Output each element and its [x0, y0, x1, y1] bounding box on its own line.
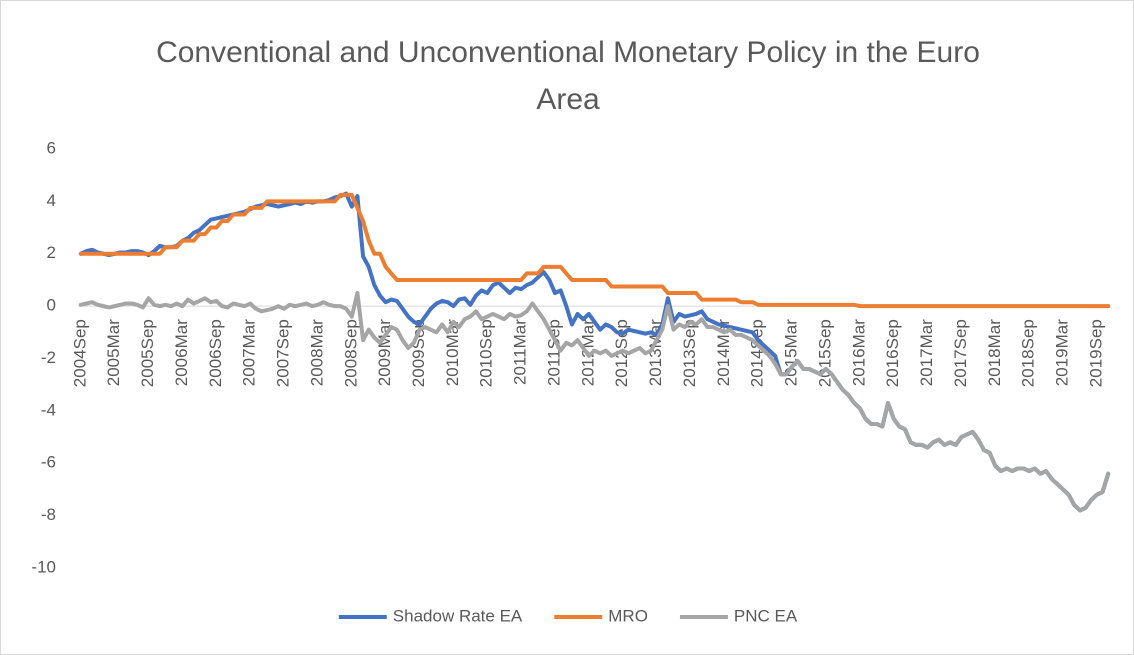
x-tick-label: 2018Mar — [985, 319, 1004, 386]
x-tick-label: 2004Sep — [70, 319, 89, 387]
y-tick-label: -10 — [31, 557, 56, 576]
x-tick-label: 2010Mar — [443, 319, 462, 386]
series-line — [78, 291, 1111, 513]
x-tick-label: 2017Sep — [951, 319, 970, 387]
x-tick-label: 2006Mar — [172, 319, 191, 386]
x-tick-label: 2019Mar — [1053, 319, 1072, 386]
x-tick-label: 2007Sep — [274, 319, 293, 387]
x-tick-label: 2017Mar — [917, 319, 936, 386]
y-tick-label: -2 — [41, 348, 56, 367]
x-tick-label: 2011Mar — [511, 319, 530, 385]
x-tick-label: 2006Sep — [206, 319, 225, 387]
x-tick-label: 2016Sep — [883, 319, 902, 387]
x-tick-label: 2019Sep — [1086, 319, 1105, 387]
x-tick-label: 2009Mar — [375, 319, 394, 386]
x-tick-label: 2007Mar — [240, 319, 259, 386]
x-tick-label: 2013Sep — [680, 319, 699, 387]
y-tick-label: 4 — [47, 191, 56, 210]
chart-title: Conventional and Unconventional Monetary… — [156, 36, 980, 116]
x-tick-label: 2016Mar — [849, 319, 868, 386]
x-tick-label: 2008Mar — [307, 319, 326, 386]
legend-label: Shadow Rate EA — [393, 606, 523, 625]
x-tick-label: 2011Sep — [544, 319, 563, 386]
x-tick-label: 2015Mar — [782, 319, 801, 386]
x-tick-label: 2005Mar — [104, 319, 123, 386]
x-tick-label: 2018Sep — [1019, 319, 1038, 387]
legend-label: MRO — [608, 606, 648, 625]
x-tick-label: 2009Sep — [409, 319, 428, 387]
y-tick-label: -4 — [41, 400, 56, 419]
y-tick-label: -6 — [41, 453, 56, 472]
y-tick-label: 6 — [47, 138, 56, 157]
x-tick-label: 2008Sep — [341, 319, 360, 387]
legend-label: PNC EA — [734, 606, 798, 625]
y-tick-label: 2 — [47, 243, 56, 262]
series-line — [78, 192, 1111, 309]
x-tick-label: 2005Sep — [138, 319, 157, 387]
x-tick-label: 2014Sep — [748, 319, 767, 387]
x-tick-label: 2010Sep — [477, 319, 496, 387]
y-tick-label: -8 — [41, 505, 56, 524]
x-tick-label: 2014Mar — [714, 319, 733, 386]
y-tick-label: 0 — [47, 296, 56, 315]
